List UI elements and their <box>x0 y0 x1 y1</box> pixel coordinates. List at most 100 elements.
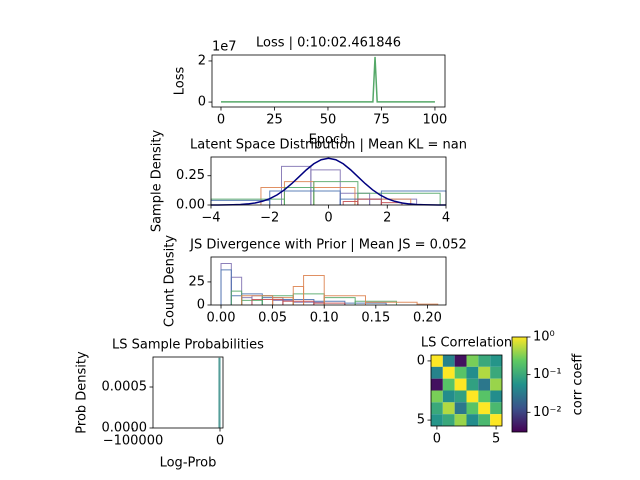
heatmap-cell <box>431 378 443 391</box>
y-tick-label: 0 <box>417 353 425 368</box>
colorbar-tick-label: 10⁰ <box>533 330 555 345</box>
heatmap-cell <box>442 390 455 403</box>
heatmap-cell <box>478 378 491 391</box>
heatmap-cell <box>431 366 443 379</box>
heatmap-cell <box>442 355 455 367</box>
heatmap-cell <box>478 355 491 367</box>
hist-bin <box>218 357 221 428</box>
x-tick-label: 4 <box>442 211 450 226</box>
y-tick-label: 5 <box>417 413 425 428</box>
density-curve <box>210 157 447 206</box>
heatmap-cell <box>478 390 491 403</box>
colorbar-tick-label: 10⁻² <box>533 405 562 420</box>
heatmap-cell <box>466 366 479 379</box>
heatmap-cell <box>442 414 455 426</box>
heatmap-cell <box>431 414 443 426</box>
heatmap-cell <box>442 402 455 415</box>
heatmap-cell <box>431 402 443 415</box>
y-axis-label: Count Density <box>163 235 178 327</box>
hist-bin <box>354 300 397 305</box>
heatmap-cell <box>454 366 467 379</box>
y-tick-label: 2 <box>198 53 206 68</box>
y-tick-label: 0 <box>197 298 205 313</box>
heatmap-cell <box>454 378 467 391</box>
x-tick-label: 0 <box>324 211 332 226</box>
x-tick-label: 0.15 <box>361 311 390 326</box>
x-tick-label: −100000 <box>103 434 164 449</box>
y-tick-label: 0 <box>198 95 206 110</box>
hist-bin <box>416 303 439 305</box>
heatmap-cell <box>466 355 479 367</box>
heatmap-cell <box>442 366 455 379</box>
x-tick-label: 2 <box>383 211 391 226</box>
heatmap-cell <box>490 355 502 367</box>
hist-bin <box>323 295 366 305</box>
x-tick-label: 75 <box>373 113 390 128</box>
heatmap-cell <box>466 390 479 403</box>
heatmap-cell <box>466 402 479 415</box>
heatmap-cell <box>478 414 491 426</box>
heatmap-cell <box>454 355 467 367</box>
heatmap-cell <box>490 390 502 403</box>
heatmap-cell <box>454 402 467 415</box>
hist-bin <box>313 302 346 305</box>
heatmap-cell <box>478 402 491 415</box>
x-tick-label: 50 <box>320 113 337 128</box>
heatmap-cell <box>442 378 455 391</box>
heatmap-cell <box>490 378 502 391</box>
x-tick-label: 0 <box>433 432 441 447</box>
axes-frame <box>210 256 447 306</box>
hist-bin <box>357 198 382 205</box>
y-axis-label: Prob Density <box>75 351 90 434</box>
x-tick-label: −2 <box>260 211 279 226</box>
heatmap-cell <box>454 390 467 403</box>
hist-bin <box>380 202 403 205</box>
line <box>220 56 435 103</box>
x-tick-label: 25 <box>266 113 283 128</box>
axes-frame <box>152 356 224 429</box>
x-axis-label: Epoch <box>309 133 349 148</box>
chart-title: Loss | 0:10:02.461846 <box>256 36 401 51</box>
chart-title: LS Sample Probabilities <box>112 338 264 353</box>
x-tick-label: 0.05 <box>258 311 287 326</box>
colorbar-tick-label: 10⁻¹ <box>533 367 562 382</box>
y-tick-label: 25 <box>188 274 205 289</box>
x-tick-label: 0.00 <box>207 311 236 326</box>
axes-frame <box>430 354 503 427</box>
heatmap-cell <box>431 355 443 367</box>
chart-title: LS Correlation <box>421 336 512 351</box>
x-tick-label: −4 <box>201 211 220 226</box>
y-tick-label: 0.00 <box>176 198 205 213</box>
axis-offset-label: 1e7 <box>212 40 237 55</box>
x-tick-label: 0.20 <box>413 311 442 326</box>
y-axis-label: Sample Density <box>150 130 165 233</box>
x-tick-label: 0 <box>217 113 225 128</box>
y-tick-label: 0.0005 <box>102 380 148 395</box>
heatmap-cell <box>431 390 443 403</box>
heatmap-cell <box>466 414 479 426</box>
chart-title: Latent Space Distribution | Mean KL = na… <box>190 138 467 153</box>
heatmap-cell <box>466 378 479 391</box>
hist-bin <box>303 274 325 305</box>
colorbar <box>511 336 528 433</box>
axes-frame <box>211 54 446 108</box>
y-tick-label: 0.25 <box>176 168 205 183</box>
heatmap-cell <box>490 402 502 415</box>
x-tick-label: 0 <box>216 434 224 449</box>
y-tick-label: 0.0000 <box>102 421 148 436</box>
heatmap-cell <box>490 414 502 426</box>
x-tick-label: 5 <box>492 432 500 447</box>
hist-bin <box>354 198 412 205</box>
heatmap-cell <box>490 366 502 379</box>
heatmap-cell <box>478 366 491 379</box>
heatmap-cell <box>454 414 467 426</box>
colorbar-label: corr coeff <box>571 353 586 416</box>
x-tick-label: 0.10 <box>310 311 339 326</box>
y-axis-label: Loss <box>173 67 188 96</box>
x-tick-label: 100 <box>423 113 448 128</box>
chart-title: JS Divergence with Prior | Mean JS = 0.0… <box>189 238 467 253</box>
hist-bin <box>220 269 232 305</box>
x-axis-label: Log-Prob <box>160 456 217 471</box>
